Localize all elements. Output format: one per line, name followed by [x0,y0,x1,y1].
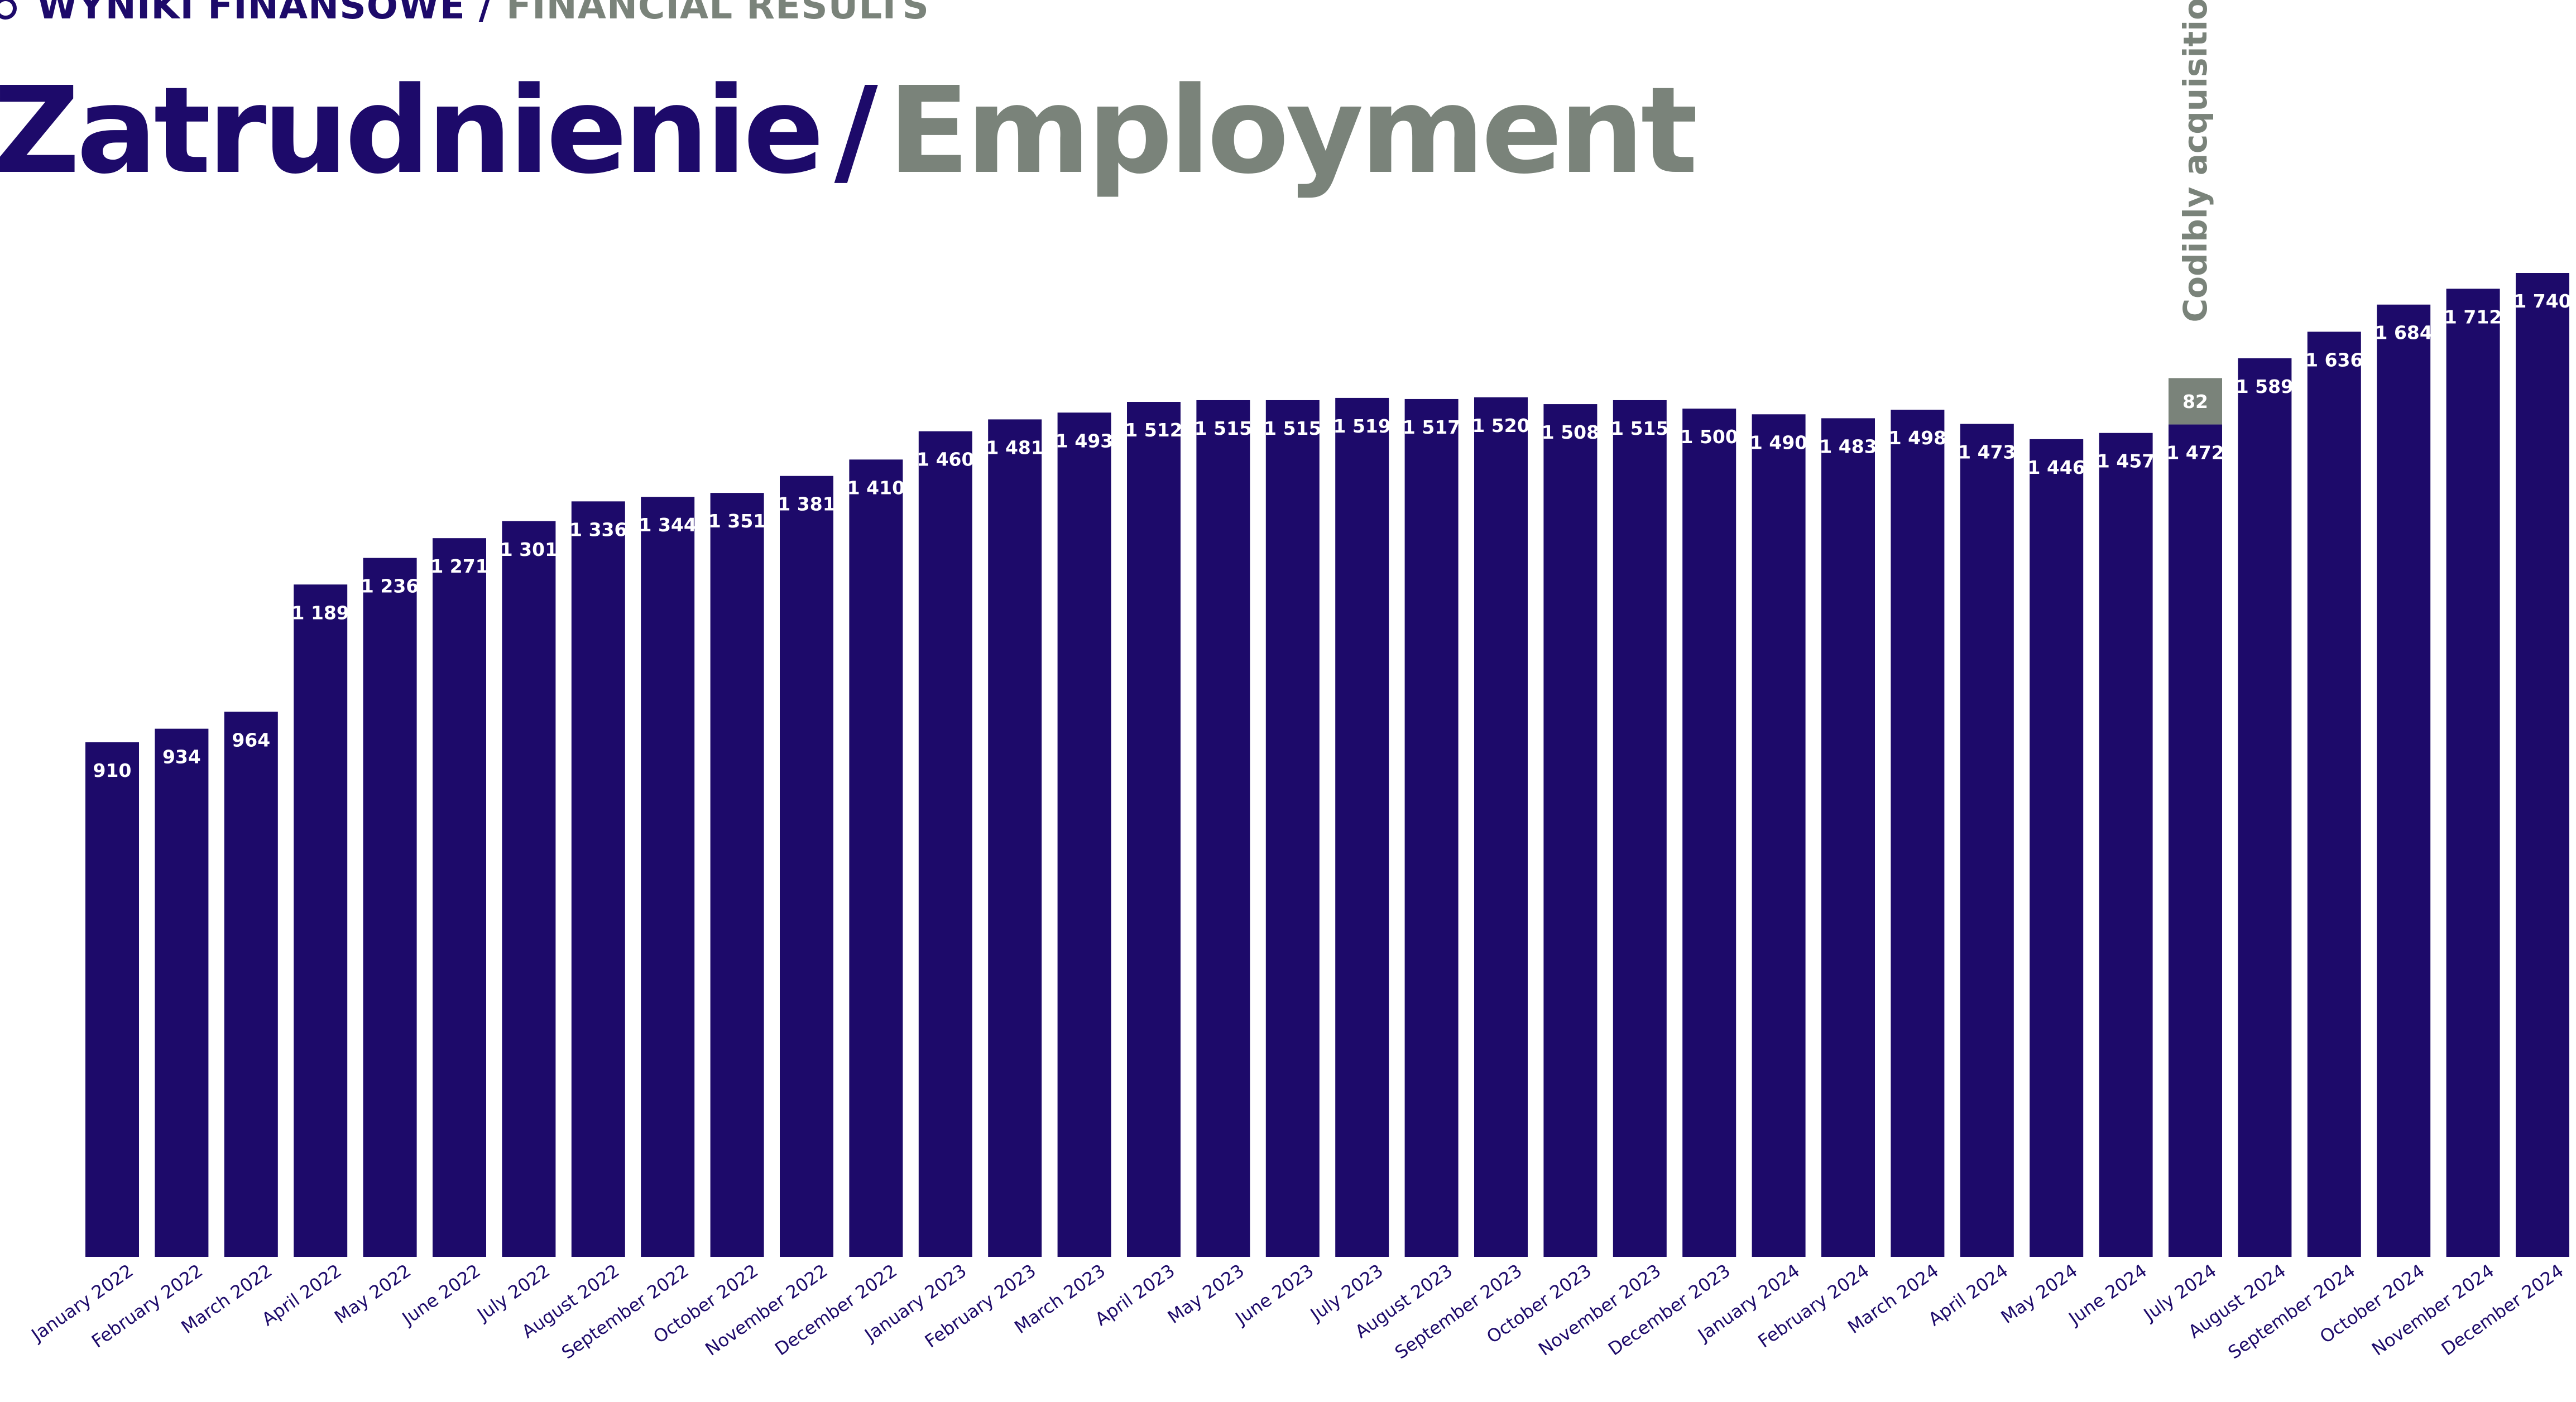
bar [2446,289,2500,1257]
bar [1335,397,1389,1257]
bar-value-label: 1 636 [2305,349,2363,371]
bar [641,497,695,1257]
bar-value-label: 934 [162,746,201,768]
bar-value-label: 1 740 [2513,290,2571,312]
x-tick-label: December 2022 [771,1260,901,1360]
x-tick-label: December 2023 [1604,1260,1734,1360]
page-title-separator: / [834,61,878,200]
x-tick-label: November 2022 [701,1260,831,1360]
bar [988,419,1042,1257]
bar-value-label: 1 517 [1403,416,1460,438]
x-tick-label: September 2024 [2224,1260,2359,1363]
bar [710,493,764,1257]
bar-value-label: 1 490 [1750,431,1807,453]
bar [571,501,625,1257]
bar-value-label: 1 512 [1125,419,1182,441]
bar [1613,400,1667,1257]
bar [2516,273,2569,1257]
page-title: Zatrudnienie / Employment [0,71,1698,191]
bar [1682,409,1736,1257]
bar-value-label: 1 473 [1958,441,2016,463]
bar-value-label: 1 519 [1333,415,1391,437]
bar-value-label: 1 460 [917,449,974,470]
page-title-en: Employment [888,61,1698,200]
bar [1057,412,1111,1257]
bar [2238,358,2292,1257]
bar-value-label: 1 508 [1542,421,1599,443]
bar-value-label: 964 [232,729,270,751]
bar-value-label: 1 189 [292,602,349,623]
acquisition-bar-segment [2169,378,2222,425]
bar-value-label: 1 493 [1056,430,1113,452]
x-tick-label: November 2023 [1534,1260,1664,1360]
bar [294,584,348,1257]
bar-value-label: 1 500 [1681,426,1738,448]
bar-value-label: 1 515 [1264,417,1321,439]
bar-value-label: 1 515 [1611,417,1668,439]
bar-value-label: 1 483 [1819,435,1877,457]
bar-value-label: 1 336 [569,518,627,540]
bar [85,742,139,1257]
bar [1196,400,1250,1257]
bar-value-label: 1 446 [2028,457,2085,478]
bar [1127,402,1181,1257]
x-tick-label: September 2023 [1391,1260,1526,1363]
section-title-pl: WYNIKI FINANSOWE / [37,0,493,27]
x-tick-label: June 2022 [397,1260,485,1329]
bar [2099,433,2153,1257]
bar [2169,424,2222,1257]
bar [2030,439,2084,1257]
bar-value-label: 1 344 [639,514,697,536]
bar-value-label: 1 351 [708,510,766,532]
section-header: WYNIKI FINANSOWE / FINANCIAL RESULTS [0,0,929,27]
annotation-label: Codibly acquisition [2176,0,2214,322]
bar-value-label: 1 712 [2444,306,2502,328]
bar [1891,410,1945,1257]
bar-value-label: 1 410 [847,477,905,498]
bar [1960,424,2014,1257]
bar [1752,414,1806,1257]
bar-value-label: 1 457 [2097,450,2155,472]
bar-value-label: 1 684 [2375,322,2433,344]
bar [780,476,833,1257]
bar [849,459,903,1257]
bar-value-label: 1 271 [430,555,488,577]
bar-value-label: 1 589 [2236,376,2294,397]
bar-value-label: 1 301 [500,539,558,560]
bar [433,538,486,1257]
section-title-en: FINANCIAL RESULTS [506,0,929,27]
bar-value-label: 1 381 [778,493,835,515]
x-tick-label: December 2024 [2438,1260,2568,1360]
bar-value-label: 1 515 [1195,417,1252,439]
x-tick-label: June 2024 [2064,1260,2151,1329]
bar-value-label: 1 472 [2166,442,2224,464]
bar [2307,332,2361,1257]
circle-icon [0,0,17,20]
bar [224,712,278,1257]
bar [1474,397,1528,1257]
x-tick-label: September 2022 [558,1260,693,1363]
x-tick-label: November 2024 [2368,1260,2498,1360]
bar [1543,404,1598,1257]
x-tick-label: June 2023 [1231,1260,1318,1329]
bar-value-label: 1 236 [361,575,419,597]
bar-value-label: 1 481 [986,436,1044,458]
bar [155,728,209,1257]
bar-value-label: 910 [93,760,132,781]
bar [502,521,556,1257]
bar [1404,398,1459,1257]
bar [918,431,972,1257]
bar-value-label: 1 520 [1472,415,1529,436]
bar-value-label: 1 498 [1889,427,1946,449]
acquisition-value-label: 82 [2182,391,2208,412]
bar [363,558,417,1257]
page-title-pl: Zatrudnienie [0,61,824,200]
bar [1821,418,1875,1257]
bar [1265,400,1320,1257]
bar [2377,304,2431,1257]
